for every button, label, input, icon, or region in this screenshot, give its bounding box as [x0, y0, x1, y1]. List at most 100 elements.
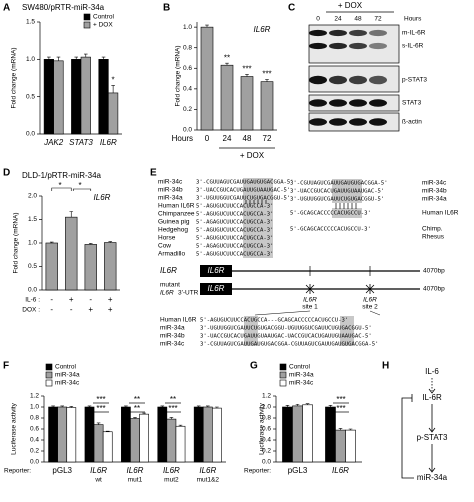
error-bar	[265, 79, 269, 82]
legend-label: Control	[289, 364, 311, 371]
blot-band	[329, 75, 347, 85]
bar	[200, 26, 214, 131]
bracket	[72, 188, 92, 191]
bar	[57, 406, 68, 463]
seed-highlight	[244, 316, 258, 346]
y-tick-label: 1.2	[262, 393, 271, 400]
band-label: ß-actin	[402, 119, 422, 126]
seq-name: miR-34b	[160, 333, 185, 340]
bar	[220, 64, 234, 131]
error-bar	[88, 243, 93, 245]
panel-letter: H	[382, 361, 389, 372]
y-tick-label: 1.0	[262, 404, 271, 411]
significance: **	[134, 395, 140, 404]
blot-band	[309, 99, 327, 107]
y-tick-label: 1.2	[30, 393, 39, 400]
error-bar	[74, 56, 79, 60]
panel-letter: C	[288, 3, 295, 14]
panel-letter: G	[250, 361, 258, 372]
blot-band	[349, 42, 367, 50]
y-axis-label: Luciferase activity	[11, 402, 18, 454]
bar	[104, 242, 117, 291]
x-tick-sublabel: mut2	[164, 477, 179, 484]
y-tick-label: 1.0	[30, 404, 39, 411]
condition-value: -	[89, 295, 92, 304]
blot-band	[369, 29, 387, 37]
bar	[43, 59, 54, 135]
error-bar	[285, 405, 290, 407]
y-tick-label: 0.5	[26, 93, 35, 100]
legend-swatch	[45, 379, 53, 387]
error-bar	[108, 241, 113, 243]
bar	[66, 407, 77, 463]
seq-name: Human IL6R	[158, 203, 195, 210]
seq: 3'-UACCGUCACUGAUUGUAAUGAC-5'	[196, 188, 290, 194]
bar	[71, 59, 82, 135]
error-bar	[69, 406, 74, 408]
blot-band	[309, 42, 327, 50]
y-tick-label: 0.0	[26, 131, 35, 138]
y-tick-label: 0.0	[30, 459, 39, 466]
x-tick-label: STAT3	[69, 138, 93, 147]
seq-name: miR-34a	[158, 195, 183, 202]
bar	[325, 406, 336, 463]
seq: 3'-CGUUAGUCGAUUGAUGUGACGGA-5'	[196, 180, 294, 186]
bar	[48, 406, 58, 463]
legend-label: Control	[55, 364, 77, 371]
seed-highlight	[340, 316, 354, 346]
utr-label: 3'-UTR	[178, 290, 199, 297]
blot-band	[329, 29, 347, 37]
error-bar	[206, 405, 210, 407]
seq-name: miR-34c	[160, 341, 185, 348]
error-bar	[124, 405, 128, 407]
bar	[260, 81, 274, 131]
error-bar	[160, 405, 165, 407]
bar	[335, 429, 346, 463]
blot-band	[329, 42, 347, 50]
error-bar	[328, 405, 333, 407]
seq-name: miR-34c	[158, 179, 183, 186]
seq-name: miR-34b	[422, 188, 447, 195]
y-tick-label: 0.8	[262, 415, 271, 422]
hours-label: Hours	[404, 16, 422, 23]
bar	[292, 405, 303, 463]
x-tick-label: pGL3	[288, 466, 308, 475]
chart-title: SW480/pRTR-miR-34a	[22, 3, 105, 12]
x-tick-label: IL6R	[199, 466, 216, 475]
y-tick-label: 0.0	[262, 459, 271, 466]
error-bar	[101, 56, 106, 60]
mutation-mark	[305, 284, 315, 294]
panel-letter: A	[3, 3, 10, 14]
seq-name: miR-34a	[422, 196, 447, 203]
pathway-node: p-STAT3	[417, 433, 448, 442]
x-tick-label: IL6R	[332, 466, 349, 475]
x-tick-label: IL6R	[163, 466, 180, 475]
error-bar	[111, 85, 115, 93]
x-tick-label: pGL3	[52, 466, 72, 475]
seq-name: Hedgehog	[158, 227, 188, 234]
bar	[130, 418, 140, 463]
panel-letter: D	[3, 168, 10, 179]
error-bar	[49, 241, 54, 243]
bar	[240, 76, 254, 131]
seq-name: Horse	[158, 235, 176, 242]
significance: ***	[336, 395, 345, 404]
error-bar	[47, 56, 51, 60]
significance: *	[78, 181, 81, 190]
error-bar	[348, 428, 353, 431]
bar	[53, 60, 64, 135]
blot-band	[369, 99, 387, 107]
blot-band	[369, 75, 387, 85]
y-tick-label: 1.0	[28, 240, 37, 247]
lane-label: 0	[316, 16, 320, 23]
site-label: site 1	[302, 304, 318, 311]
y-tick-label: 1.0	[183, 24, 192, 31]
site-gene: IL6R	[363, 297, 377, 304]
significance: *	[112, 76, 115, 85]
y-tick-label: 0.6	[262, 426, 271, 433]
seq-name: Chimpanzee	[158, 211, 195, 218]
blot-band	[309, 118, 327, 126]
significance: ***	[96, 404, 105, 413]
legend-swatch	[279, 371, 287, 379]
seq: 5'-AGUGUCUUCCACUGCCA-3'	[196, 212, 273, 218]
